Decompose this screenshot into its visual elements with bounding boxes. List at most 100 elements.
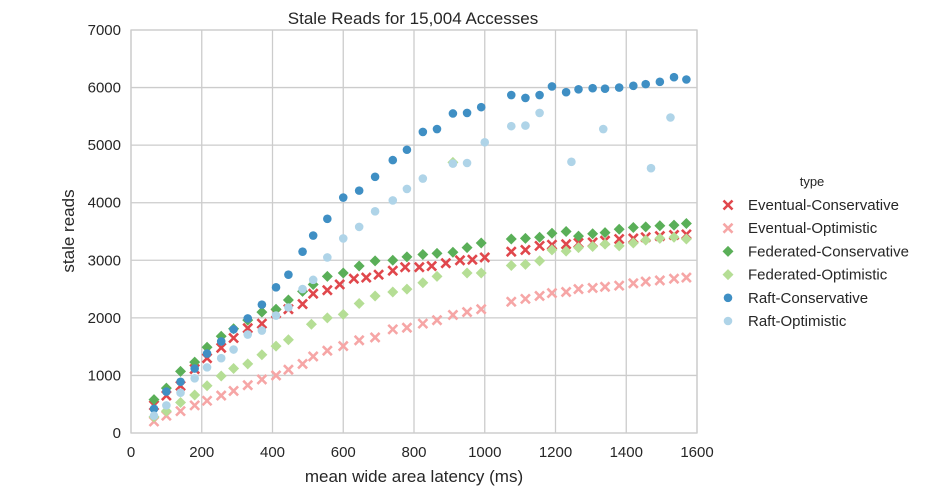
data-point [308,231,318,240]
data-point [480,137,490,147]
data-point [666,113,675,122]
data-point [337,308,349,320]
data-point [646,163,656,173]
data-point [387,286,399,298]
data-point [149,411,159,421]
data-point [448,159,458,168]
data-point [574,84,583,94]
y-tick-label: 6000 [88,80,121,97]
data-point [505,246,517,258]
data-point [307,351,319,362]
data-point [462,108,472,118]
data-point [243,314,253,323]
data-point [613,233,625,245]
data-point [257,326,267,335]
data-point [215,370,227,382]
series-1 [148,272,692,427]
data-point [308,275,318,285]
data-point [338,234,348,243]
data-point [215,390,227,401]
data-point [229,325,238,334]
x-tick-label: 1600 [680,444,713,461]
data-point [534,240,546,252]
data-point [307,288,319,300]
y-tick-label: 5000 [88,137,121,154]
legend-entry-label: Raft-Optimistic [748,313,847,330]
data-point [175,396,187,408]
data-point [431,247,443,259]
legend-marker [722,269,734,281]
data-point [519,258,531,270]
data-point [506,121,516,131]
data-point [149,404,159,414]
data-point [354,222,364,232]
series-4 [149,72,691,414]
legend-marker [722,199,734,211]
data-point [461,306,473,318]
data-point [475,237,487,249]
data-point [337,267,349,279]
data-point [448,109,458,118]
data-point [454,254,466,266]
y-tick-label: 7000 [88,22,121,39]
data-point [284,270,293,279]
legend-entry-label: Eventual-Conservative [748,197,899,214]
data-point [297,358,308,370]
data-point [535,90,544,100]
data-point [388,155,398,165]
y-tick-label: 1000 [88,367,121,384]
data-point [640,276,652,288]
data-point [417,249,429,261]
y-tick-label: 4000 [88,195,121,212]
data-point [560,238,572,250]
data-point [627,237,639,249]
data-point [162,387,171,396]
axis-ticks: 0 200 400 600 800 1000 1200 1400 1600 0 1000 2000 30… [88,22,714,461]
data-point [282,334,294,346]
data-point [353,260,365,272]
data-point [201,395,213,407]
data-point [270,303,282,315]
data-point [588,83,597,93]
data-point [680,233,692,245]
data-point [402,145,412,155]
data-point [401,283,413,295]
data-point [413,261,425,273]
data-point [215,342,227,354]
data-point [519,232,531,244]
data-point [641,79,651,89]
data-point [560,245,572,257]
data-point [175,405,186,417]
data-point [572,230,584,242]
series-5 [149,108,675,421]
data-point [669,72,679,82]
data-point [388,196,398,205]
data-point [475,267,487,279]
data-point [321,345,333,357]
data-point [228,332,240,344]
data-point [560,286,572,298]
data-point [613,223,625,235]
data-point [189,356,201,368]
data-point [242,358,254,370]
data-point [321,270,333,282]
data-point [256,349,268,361]
data-point [256,318,268,330]
data-point [534,255,546,267]
data-point [614,83,624,92]
data-point [546,227,558,239]
data-point [354,186,364,195]
data-point [176,388,185,398]
data-point [627,221,639,233]
data-point [680,217,692,229]
data-point [461,267,473,279]
data-point [680,272,692,283]
data-point [148,394,160,406]
data-point [337,340,349,352]
y-tick-label: 0 [113,425,121,442]
data-point [654,275,666,286]
x-tick-label: 1200 [539,444,572,461]
data-point [534,290,546,302]
data-point [282,364,294,376]
data-point [370,207,380,216]
